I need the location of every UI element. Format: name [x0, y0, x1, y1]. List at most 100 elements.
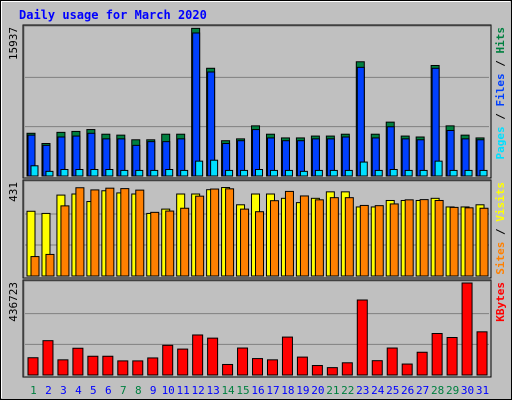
sites-bar: Sites 5: 399 [90, 189, 100, 277]
sites-bar: Sites 28: 350 [434, 199, 444, 277]
pages-bar: Pages 15: 600 [240, 169, 249, 177]
x-tick-label: 18 [281, 384, 294, 397]
x-tick-label: 30 [461, 384, 474, 397]
x-tick-label: 23 [356, 384, 369, 397]
x-tick-label: 8 [135, 384, 142, 397]
pages-bar: Pages 2: 500 [45, 170, 54, 177]
kbytes-bar: KBytes 9: 81000 [147, 357, 159, 376]
x-tick-label: 13 [206, 384, 219, 397]
x-tick-label: 9 [150, 384, 157, 397]
sites-bar: Sites 13: 403 [210, 188, 220, 277]
pages-bar: Pages 24: 600 [374, 169, 383, 177]
kbytes-bar: KBytes 22: 58000 [341, 362, 353, 376]
sites-bar: Sites 3: 325 [60, 205, 70, 277]
kbytes-bar: KBytes 7: 67000 [117, 360, 129, 376]
kbytes-bar: KBytes 5: 89000 [87, 355, 99, 376]
pages-bar: Pages 4: 700 [75, 168, 84, 177]
sites-bar: Sites 23: 327 [359, 204, 369, 277]
pages-bar: Pages 9: 600 [150, 169, 159, 177]
pages-bar: Pages 22: 600 [344, 169, 353, 177]
x-tick-label: 25 [386, 384, 399, 397]
x-tick-label: 24 [371, 384, 385, 397]
chart-title: Daily usage for March 2020 [19, 8, 207, 22]
sites-bar: Sites 14: 404 [225, 188, 235, 277]
x-tick-label: 17 [266, 384, 279, 397]
x-tick-label: 14 [221, 384, 235, 397]
files-bar: Files 12: 15400 [192, 32, 201, 177]
pages-bar: Pages 21: 600 [329, 169, 338, 177]
sites-bar: Sites 17: 349 [269, 200, 279, 277]
x-tick-label: 5 [90, 384, 97, 397]
sites-bar: Sites 30: 316 [464, 207, 474, 277]
x-tick-label: 4 [75, 384, 82, 397]
sites-bar: Sites 12: 370 [195, 195, 205, 277]
pages-bar: Pages 27: 600 [419, 169, 428, 177]
sites-bar: Sites 10: 301 [165, 210, 175, 277]
panel-visits: Visits 1: 300Sites 1: 90Visits 2: 290Sit… [7, 179, 507, 279]
x-tick-label: 7 [120, 384, 127, 397]
kbytes-bar: KBytes 31: 205000 [476, 331, 488, 376]
pages-bar: Pages 25: 700 [389, 168, 398, 177]
legend-entry: / [494, 222, 507, 242]
pages-bar: Pages 12: 1600 [195, 160, 204, 177]
pages-bar: Pages 28: 1600 [434, 160, 443, 177]
sites-bar: Sites 7: 405 [120, 188, 130, 277]
kbytes-bar: KBytes 24: 68000 [371, 360, 383, 376]
x-tick-label: 6 [105, 384, 112, 397]
files-bar: Files 23: 11700 [356, 66, 365, 177]
sites-bar: Sites 15: 310 [240, 208, 250, 277]
sites-bar: Sites 18: 392 [284, 190, 294, 277]
x-tick-label: 29 [446, 384, 459, 397]
kbytes-bar: KBytes 20: 45000 [311, 365, 323, 376]
panel-kbytes: KBytes 1: 82000KBytes 2: 163000KBytes 3:… [7, 279, 507, 378]
x-tick-label: 28 [431, 384, 444, 397]
x-tick-label: 11 [177, 384, 190, 397]
pages-bar: Pages 23: 1500 [359, 161, 368, 177]
panel-hits-legend: Pages / Files / Hits [494, 27, 507, 160]
files-bar: Files 29: 4900 [446, 129, 455, 177]
x-tick-label: 16 [251, 384, 264, 397]
sites-bar: Sites 29: 318 [449, 206, 459, 277]
x-tick-label: 19 [296, 384, 309, 397]
sites-bar: Sites 31: 314 [479, 207, 489, 277]
pages-bar: Pages 13: 1700 [210, 159, 219, 177]
panel-visits-legend: Sites / Visits [494, 182, 507, 275]
legend-entry: Files [494, 73, 507, 106]
sites-bar: Sites 19: 371 [299, 195, 309, 277]
x-tick-label: 15 [236, 384, 249, 397]
kbytes-bar: KBytes 30: 436723 [461, 282, 473, 376]
x-tick-label: 2 [45, 384, 52, 397]
legend-entry: Sites [494, 242, 507, 275]
x-tick-labels: 1 2 3 4 5 6 7 8 9 10 11 12 13 14 15 16 17 18 19 20 21 22 23 24 2… [30, 384, 489, 397]
kbytes-bar: KBytes 11: 123000 [177, 348, 189, 376]
sites-bar: Sites 24: 326 [374, 205, 384, 277]
kbytes-bar: KBytes 14: 50000 [222, 363, 234, 376]
kbytes-bar: KBytes 6: 89000 [102, 355, 114, 376]
x-tick-label: 21 [326, 384, 339, 397]
pages-bar: Pages 26: 600 [404, 169, 413, 177]
kbytes-bar: KBytes 27: 108000 [416, 351, 428, 376]
panel-hits-ymax-label: 15937 [7, 27, 20, 60]
pages-bar: Pages 7: 600 [120, 169, 129, 177]
kbytes-bar: KBytes 28: 197000 [431, 333, 443, 376]
kbytes-bar: KBytes 10: 141000 [162, 344, 174, 376]
files-bar: Files 19: 3800 [296, 140, 305, 177]
panels-layer: Hits 1: 4600Files 1: 4400Pages 1: 1100Hi… [7, 24, 507, 378]
panel-kbytes-legend: KBytes [494, 282, 507, 322]
kbytes-bar: KBytes 21: 35000 [326, 367, 338, 376]
legend-entry: / [494, 54, 507, 74]
kbytes-bar: KBytes 19: 85000 [296, 356, 308, 376]
pages-bar: Pages 18: 600 [284, 169, 293, 177]
sites-bar: Sites 8: 398 [135, 189, 145, 277]
sites-bar: Sites 1: 90 [30, 256, 40, 277]
pages-bar: Pages 16: 700 [255, 168, 264, 177]
sites-bar: Sites 9: 295 [150, 211, 160, 277]
pages-bar: Pages 3: 700 [60, 168, 69, 177]
sites-bar: Sites 26: 353 [404, 199, 414, 277]
pages-bar: Pages 10: 700 [165, 168, 174, 177]
kbytes-bar: KBytes 26: 52000 [401, 363, 413, 376]
legend-entry: KBytes [494, 282, 507, 322]
kbytes-bar: KBytes 25: 128000 [386, 347, 398, 376]
pages-bar: Pages 31: 600 [479, 169, 488, 177]
panel-kbytes-ymax-label: 436723 [7, 282, 20, 322]
